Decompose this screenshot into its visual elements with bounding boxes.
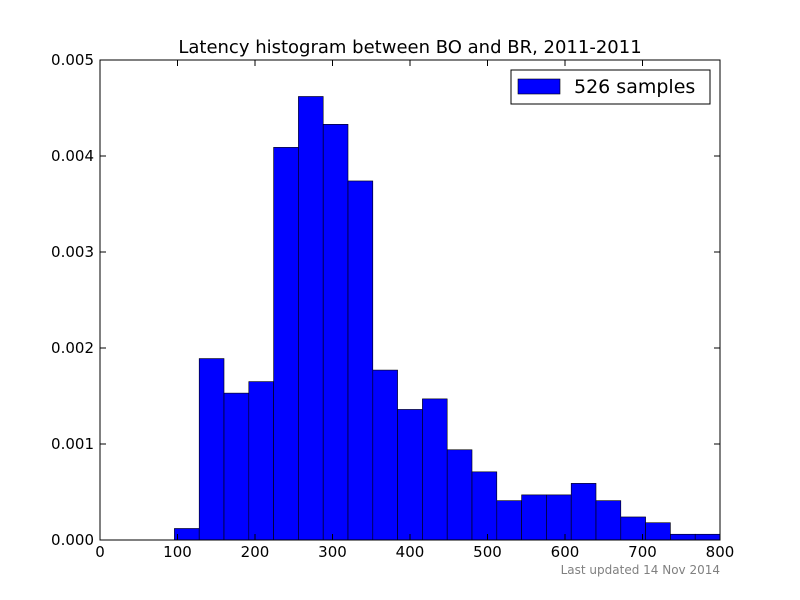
x-tick-label: 0 bbox=[95, 543, 105, 561]
y-tick-label: 0.002 bbox=[51, 339, 94, 357]
y-tick-label: 0.005 bbox=[51, 51, 94, 69]
x-tick-label: 300 bbox=[318, 543, 347, 561]
histogram-bar bbox=[670, 533, 696, 541]
x-tick-label: 600 bbox=[551, 543, 580, 561]
legend-label: 526 samples bbox=[574, 76, 695, 98]
histogram-bar bbox=[620, 516, 646, 541]
histogram-bar bbox=[422, 398, 448, 541]
histogram-bar bbox=[546, 494, 572, 541]
x-tick-label: 700 bbox=[628, 543, 657, 561]
histogram-bar bbox=[496, 500, 522, 541]
histogram-bar bbox=[645, 522, 671, 541]
legend-swatch bbox=[517, 78, 561, 95]
last-updated-text: Last updated 14 Nov 2014 bbox=[561, 563, 720, 577]
y-tick-label: 0.000 bbox=[51, 531, 94, 549]
x-tick-label: 200 bbox=[241, 543, 270, 561]
legend: 526 samples bbox=[510, 69, 711, 105]
y-tick-label: 0.004 bbox=[51, 147, 94, 165]
histogram-bar bbox=[347, 180, 374, 541]
histogram-bar bbox=[298, 96, 324, 541]
histogram-bar bbox=[694, 533, 721, 541]
histogram-bar bbox=[223, 392, 250, 541]
histogram-bar bbox=[471, 471, 498, 541]
histogram-bar bbox=[322, 124, 349, 541]
bars-group bbox=[174, 96, 721, 541]
x-tick-label: 800 bbox=[706, 543, 735, 561]
chart-title: Latency histogram between BO and BR, 201… bbox=[178, 37, 641, 58]
x-tick-label: 500 bbox=[473, 543, 502, 561]
histogram-bar bbox=[248, 381, 274, 541]
histogram-bar bbox=[521, 494, 547, 541]
y-tick-label: 0.003 bbox=[51, 243, 94, 261]
histogram-bar bbox=[174, 528, 200, 541]
x-tick-label: 400 bbox=[396, 543, 425, 561]
histogram-bar bbox=[273, 147, 299, 541]
histogram-bar bbox=[372, 369, 398, 541]
x-tick-label: 100 bbox=[163, 543, 192, 561]
histogram-bar bbox=[198, 358, 225, 541]
histogram-bar bbox=[446, 449, 473, 541]
histogram-bar bbox=[397, 409, 423, 541]
y-tick-label: 0.001 bbox=[51, 435, 94, 453]
plot-frame bbox=[99, 59, 721, 541]
histogram-bar bbox=[570, 483, 597, 541]
histogram-bar bbox=[595, 500, 622, 541]
ticks-group: 0 100 200 300 400 500 600 700 800 0.000 0.001 0.002… bbox=[51, 51, 734, 561]
